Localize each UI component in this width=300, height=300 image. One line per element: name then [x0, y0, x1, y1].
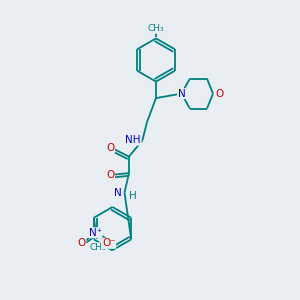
Text: CH₃: CH₃ — [148, 24, 164, 33]
Text: CH₃: CH₃ — [89, 243, 106, 252]
Text: NH: NH — [125, 135, 141, 145]
Text: H: H — [129, 190, 137, 201]
Text: O: O — [215, 88, 224, 99]
Text: O: O — [78, 238, 86, 248]
Text: N: N — [114, 188, 122, 198]
Text: N: N — [178, 88, 185, 99]
Text: N⁺: N⁺ — [89, 228, 102, 238]
Text: O: O — [106, 142, 115, 153]
Text: O: O — [106, 169, 115, 180]
Text: O⁻: O⁻ — [102, 238, 116, 248]
